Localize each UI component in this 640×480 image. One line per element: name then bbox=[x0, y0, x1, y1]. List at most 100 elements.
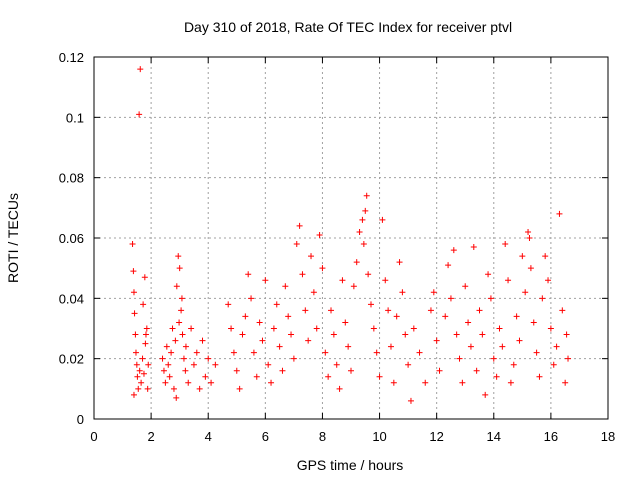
data-point bbox=[322, 349, 329, 356]
data-point bbox=[176, 319, 183, 326]
data-point bbox=[129, 241, 136, 248]
data-point bbox=[140, 301, 147, 308]
data-point bbox=[302, 307, 309, 314]
data-point bbox=[230, 349, 237, 356]
data-point bbox=[142, 331, 149, 338]
y-tick-label: 0.02 bbox=[59, 352, 84, 367]
y-tick-label: 0.1 bbox=[66, 110, 84, 125]
data-point bbox=[416, 349, 423, 356]
y-tick-label: 0.12 bbox=[59, 50, 84, 65]
data-point bbox=[168, 349, 175, 356]
data-point bbox=[160, 367, 167, 374]
data-point bbox=[172, 337, 179, 344]
data-point bbox=[130, 268, 137, 275]
data-point bbox=[387, 343, 394, 350]
data-point bbox=[507, 379, 514, 386]
data-point bbox=[162, 379, 169, 386]
data-point bbox=[482, 391, 489, 398]
x-tick-label: 18 bbox=[601, 429, 615, 444]
data-point bbox=[282, 283, 289, 290]
data-point bbox=[270, 325, 277, 332]
data-point bbox=[259, 337, 266, 344]
data-point bbox=[182, 343, 189, 350]
data-point bbox=[453, 331, 460, 338]
data-point bbox=[373, 349, 380, 356]
data-point bbox=[325, 373, 332, 380]
data-point bbox=[427, 307, 434, 314]
data-point bbox=[319, 265, 326, 272]
data-point bbox=[353, 259, 360, 266]
data-point bbox=[476, 307, 483, 314]
data-point bbox=[436, 367, 443, 374]
data-point bbox=[245, 271, 252, 278]
data-point bbox=[142, 340, 149, 347]
x-tick-label: 4 bbox=[205, 429, 212, 444]
x-tick-label: 6 bbox=[262, 429, 269, 444]
data-point bbox=[138, 379, 145, 386]
data-point bbox=[202, 373, 209, 380]
data-point bbox=[193, 349, 200, 356]
data-point bbox=[339, 277, 346, 284]
y-tick-label: 0.08 bbox=[59, 171, 84, 186]
data-point bbox=[190, 361, 197, 368]
data-point bbox=[173, 283, 180, 290]
data-point bbox=[525, 228, 532, 235]
data-point bbox=[390, 379, 397, 386]
data-point bbox=[565, 355, 572, 362]
data-point bbox=[239, 331, 246, 338]
data-point bbox=[407, 397, 414, 404]
data-point bbox=[536, 373, 543, 380]
data-point bbox=[313, 325, 320, 332]
data-point bbox=[493, 373, 500, 380]
x-tick-label: 16 bbox=[544, 429, 558, 444]
data-point bbox=[487, 295, 494, 302]
data-point bbox=[450, 247, 457, 254]
data-point bbox=[132, 331, 139, 338]
data-point bbox=[399, 289, 406, 296]
data-point bbox=[143, 325, 150, 332]
data-point bbox=[430, 289, 437, 296]
chart-title: Day 310 of 2018, Rate Of TEC Index for r… bbox=[184, 19, 512, 35]
data-point bbox=[212, 361, 219, 368]
data-point bbox=[182, 367, 189, 374]
data-point bbox=[262, 277, 269, 284]
data-point bbox=[473, 367, 480, 374]
data-point bbox=[359, 216, 366, 223]
data-point bbox=[268, 379, 275, 386]
data-point bbox=[370, 325, 377, 332]
x-tick-label: 0 bbox=[90, 429, 97, 444]
data-point bbox=[539, 295, 546, 302]
data-point bbox=[185, 379, 192, 386]
data-point bbox=[145, 361, 152, 368]
data-point bbox=[165, 361, 172, 368]
data-point bbox=[233, 367, 240, 374]
x-axis-label: GPS time / hours bbox=[297, 457, 404, 473]
data-point bbox=[445, 262, 452, 269]
data-point bbox=[141, 274, 148, 281]
data-point bbox=[422, 379, 429, 386]
data-point bbox=[316, 231, 323, 238]
data-point bbox=[196, 385, 203, 392]
data-point bbox=[225, 301, 232, 308]
data-point bbox=[279, 367, 286, 374]
x-tick-label: 12 bbox=[429, 429, 443, 444]
data-point bbox=[513, 313, 520, 320]
data-point bbox=[479, 331, 486, 338]
data-point bbox=[456, 355, 463, 362]
data-point bbox=[139, 355, 146, 362]
data-point bbox=[356, 228, 363, 235]
data-point bbox=[308, 253, 315, 260]
data-point bbox=[526, 235, 533, 241]
data-point bbox=[273, 301, 280, 308]
data-point bbox=[228, 325, 235, 332]
data-point bbox=[163, 343, 170, 350]
data-point bbox=[382, 277, 389, 284]
data-point bbox=[199, 337, 206, 344]
x-tick-label: 8 bbox=[319, 429, 326, 444]
data-point bbox=[130, 391, 137, 398]
data-point bbox=[348, 367, 354, 374]
data-point bbox=[365, 271, 372, 278]
x-tick-label: 14 bbox=[487, 429, 501, 444]
data-point bbox=[140, 370, 147, 377]
